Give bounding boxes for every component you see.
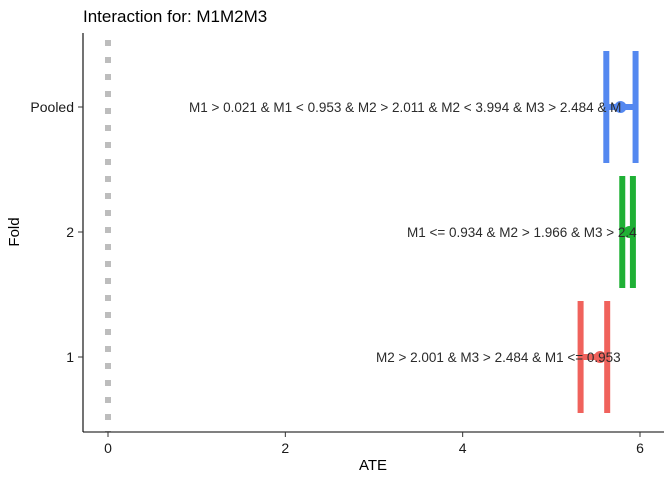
rule-label-pooled: M1 > 0.021 & M1 < 0.953 & M2 > 2.011 & M… [189,100,621,115]
rule-label-1: M2 > 2.001 & M3 > 2.484 & M1 <= 0.953 [376,350,621,365]
x-axis-ticks: 0 2 4 6 [104,432,644,456]
marks-layer: M2 > 2.001 & M3 > 2.484 & M1 <= 0.953 M1 … [189,51,639,413]
y-axis-ticks: 1 2 Pooled [30,99,83,365]
chart-title: Interaction for: M1M2M3 [83,7,267,26]
y-axis-title: Fold [6,217,23,246]
x-tick-label: 6 [636,440,644,456]
point-estimate-1 [594,351,607,363]
rule-label-2: M1 <= 0.934 & M2 > 1.966 & M3 > 2.4 [407,225,637,240]
y-tick-label: Pooled [30,99,74,115]
y-tick-label: 1 [66,349,74,365]
x-tick-label: 4 [459,440,467,456]
x-tick-label: 0 [104,440,112,456]
point-estimate-2 [623,226,636,238]
x-axis-title: ATE [359,457,387,474]
x-tick-label: 2 [281,440,289,456]
point-estimate-pooled [614,101,627,113]
y-tick-label: 2 [66,224,74,240]
